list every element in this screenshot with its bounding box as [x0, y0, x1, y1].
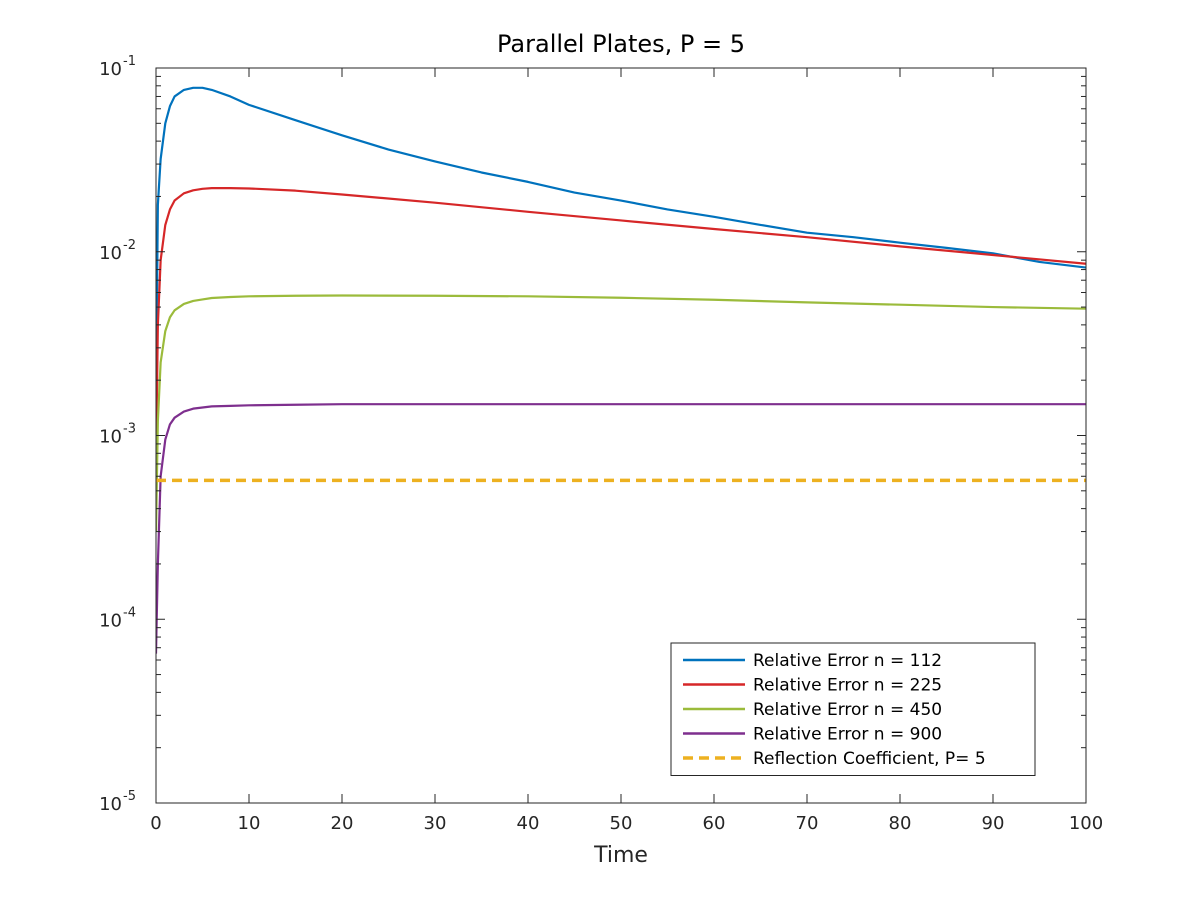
x-tick-label: 20: [331, 813, 354, 834]
x-tick-label: 70: [796, 813, 819, 834]
legend-label-3: Relative Error n = 450: [753, 700, 942, 720]
y-tick-exponent: -3: [123, 422, 136, 437]
chart-title: Parallel Plates, P = 5: [497, 30, 745, 58]
x-tick-label: 40: [517, 813, 540, 834]
legend-label-4: Relative Error n = 900: [753, 725, 942, 745]
y-tick-label: 10: [99, 610, 122, 631]
y-tick-exponent: -5: [123, 789, 136, 804]
series-line-2: [156, 187, 1086, 464]
x-tick-label: 10: [238, 813, 261, 834]
legend-label-2: Relative Error n = 225: [753, 676, 942, 696]
legend-label-5: Reflection Coefficient, P= 5: [753, 749, 986, 769]
x-tick-label: 100: [1069, 813, 1103, 834]
y-tick-label: 10: [99, 427, 122, 448]
y-tick-exponent: -4: [123, 605, 136, 620]
series-line-4: [156, 403, 1086, 654]
y-tick-exponent: -1: [123, 54, 136, 69]
x-axis-label: Time: [593, 843, 648, 868]
x-tick-label: 90: [982, 813, 1005, 834]
x-tick-label: 80: [889, 813, 912, 834]
legend: Relative Error n = 112 Relative Error n =…: [670, 642, 1036, 776]
y-tick-label: 10: [99, 794, 122, 815]
axes-layer: 0 10 20 30 40 50 60 70 80 90 10010-510-410-310-210…: [99, 54, 1103, 834]
x-tick-label: 60: [703, 813, 726, 834]
x-tick-label: 50: [610, 813, 633, 834]
x-tick-label: 30: [424, 813, 447, 834]
y-tick-exponent: -2: [123, 238, 136, 253]
x-tick-label: 0: [150, 813, 161, 834]
y-tick-label: 10: [99, 59, 122, 80]
y-tick-label: 10: [99, 243, 122, 264]
series-line-3: [156, 294, 1086, 532]
series-line-1: [156, 86, 1086, 404]
legend-label-1: Relative Error n = 112: [753, 651, 942, 671]
series-layer: [156, 86, 1086, 654]
